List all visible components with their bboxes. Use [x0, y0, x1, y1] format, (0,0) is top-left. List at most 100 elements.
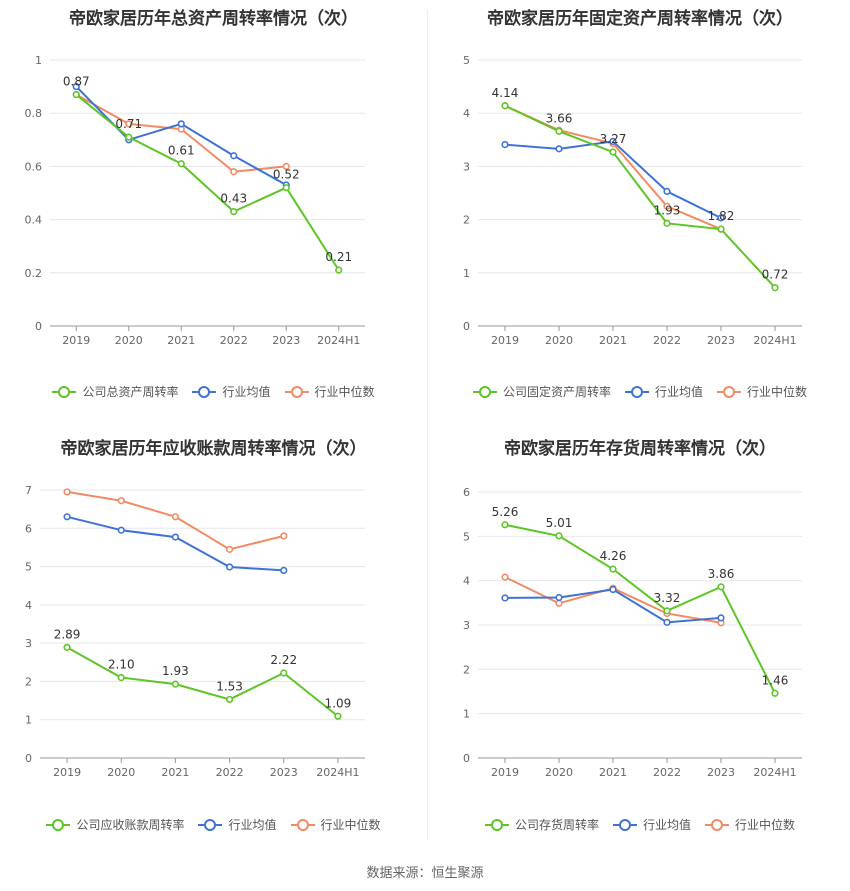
- legend-item-company[interactable]: 公司存货周转率: [484, 816, 599, 833]
- x-tick-label: 2021: [161, 766, 189, 779]
- data-point-company: [335, 266, 343, 274]
- legend-label: 行业中位数: [314, 385, 375, 399]
- data-point-avg: [117, 526, 125, 534]
- chart-plot: 0 1 2 3 4 5 6 7 2019 2020 2021 2022 2023 2024H1 2.89 2.…: [25, 484, 365, 779]
- data-point-avg: [230, 152, 238, 160]
- chart-panel-fixed-asset-turnover: 帝欧家居历年固定资产周转率情况（次） 0 1 2 3 4 5 2019 2020 2021 202…: [430, 0, 850, 410]
- x-tick-label: 2024H1: [753, 766, 796, 779]
- y-tick-label: 4: [25, 599, 32, 612]
- data-point-company: [282, 184, 290, 192]
- y-tick-label: 1: [463, 708, 470, 721]
- data-point-avg: [225, 563, 234, 571]
- series-line-company: [75, 93, 340, 271]
- y-tick-label: 7: [25, 484, 32, 497]
- data-label: 4.26: [600, 549, 627, 563]
- data-source-label: 数据来源：恒生聚源: [366, 866, 484, 881]
- data-point-company: [771, 284, 779, 292]
- data-point-avg: [663, 187, 671, 196]
- y-tick-label: 0: [25, 752, 32, 765]
- data-point-avg: [501, 594, 509, 602]
- y-tick-label: 4: [463, 575, 470, 588]
- x-tick-label: 2020: [107, 766, 135, 779]
- legend-marker-icon: [52, 385, 77, 398]
- legend-marker-icon: [198, 818, 223, 831]
- data-point-avg: [177, 120, 185, 128]
- data-point-median: [501, 573, 509, 581]
- legend-marker-icon: [472, 385, 497, 398]
- data-label: 0.61: [168, 144, 195, 158]
- data-point-company: [230, 208, 238, 216]
- series-line-median: [66, 490, 284, 551]
- x-tick-label: 2023: [272, 334, 300, 347]
- y-tick-label: 3: [25, 637, 32, 650]
- data-point-median: [117, 497, 125, 505]
- x-tick-label: 2024H1: [753, 334, 796, 347]
- y-tick-label: 1: [463, 267, 470, 280]
- data-label: 0.21: [325, 250, 352, 264]
- y-tick-label: 0: [35, 320, 42, 333]
- y-tick-label: 1: [35, 54, 42, 67]
- data-label: 0.71: [115, 117, 142, 131]
- data-point-company: [501, 102, 509, 110]
- data-point-median: [282, 162, 290, 170]
- data-point-avg: [280, 566, 288, 574]
- x-tick-label: 2024H1: [316, 766, 359, 779]
- legend-marker-icon: [290, 818, 315, 831]
- data-label: 4.14: [492, 86, 519, 100]
- legend-label: 行业均值: [654, 385, 703, 399]
- x-tick-label: 2022: [216, 766, 244, 779]
- y-tick-label: 3: [463, 619, 470, 632]
- data-point-avg: [72, 82, 80, 91]
- legend-label: 行业均值: [222, 385, 271, 399]
- data-label: 3.66: [546, 111, 573, 125]
- legend-item-median[interactable]: 行业中位数: [717, 383, 807, 400]
- data-point-company: [501, 521, 509, 529]
- legend-item-avg[interactable]: 行业均值: [192, 383, 271, 400]
- legend-item-avg[interactable]: 行业均值: [624, 383, 703, 400]
- y-tick-label: 1: [25, 714, 32, 727]
- data-label: 2.10: [108, 658, 135, 672]
- data-point-median: [555, 599, 563, 607]
- chart-plot: 0 0.2 0.4 0.6 0.8 1 2019 2020 2021 2022 2023 2024H1…: [25, 54, 365, 347]
- chart-legend: 公司应收账款周转率 行业均值 行业中位数: [0, 816, 427, 833]
- data-label: 3.32: [654, 591, 681, 605]
- data-label: 1.46: [762, 673, 789, 687]
- data-point-company: [663, 607, 671, 615]
- data-label: 1.93: [654, 203, 681, 217]
- x-tick-label: 2020: [545, 766, 573, 779]
- legend-label: 公司应收账款周转率: [76, 818, 185, 832]
- legend-item-company[interactable]: 公司应收账款周转率: [46, 816, 184, 833]
- data-point-median: [230, 168, 238, 176]
- y-tick-label: 0: [463, 320, 470, 333]
- data-point-company: [555, 127, 563, 135]
- legend-item-company[interactable]: 公司固定资产周转率: [472, 383, 611, 400]
- data-point-avg: [609, 585, 617, 594]
- y-tick-label: 0.6: [25, 160, 43, 173]
- legend-item-median[interactable]: 行业中位数: [284, 383, 375, 400]
- data-point-company: [225, 695, 234, 704]
- x-tick-label: 2021: [599, 766, 627, 779]
- chart-title: 帝欧家居历年应收账款周转率情况（次）: [60, 439, 367, 459]
- legend-marker-icon: [624, 385, 649, 398]
- legend-marker-icon: [705, 818, 729, 831]
- data-point-company: [555, 532, 563, 540]
- legend-item-avg[interactable]: 行业均值: [612, 816, 691, 833]
- legend-label: 行业均值: [642, 818, 691, 832]
- data-label: 3.27: [600, 132, 627, 146]
- data-label: 2.22: [270, 653, 297, 667]
- legend-item-median[interactable]: 行业中位数: [705, 816, 795, 833]
- data-point-company: [663, 219, 671, 227]
- chart-panel-total-asset-turnover: 帝欧家居历年总资产周转率情况（次） 0 0.2 0.4 0.6 0.8 1 2019 2020…: [0, 0, 427, 410]
- legend-item-company[interactable]: 公司总资产周转率: [52, 383, 178, 400]
- legend-item-avg[interactable]: 行业均值: [198, 816, 277, 833]
- x-tick-label: 2022: [653, 334, 681, 347]
- data-label: 5.26: [492, 505, 519, 519]
- data-point-median: [125, 120, 133, 128]
- series-line-company: [66, 646, 339, 718]
- data-point-avg: [555, 593, 563, 602]
- y-tick-label: 0.4: [25, 214, 43, 227]
- legend-item-median[interactable]: 行业中位数: [290, 816, 381, 833]
- y-tick-label: 6: [463, 486, 470, 499]
- data-point-median: [225, 545, 234, 553]
- data-label: 1.09: [325, 696, 352, 710]
